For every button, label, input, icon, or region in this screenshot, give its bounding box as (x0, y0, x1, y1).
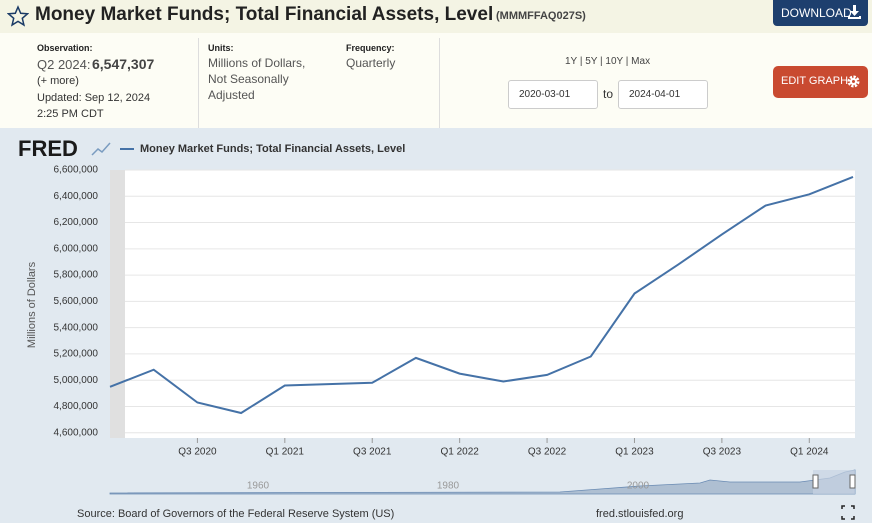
star-icon[interactable] (7, 5, 29, 27)
header-bar: Money Market Funds; Total Financial Asse… (0, 0, 872, 33)
navigator-handle[interactable] (812, 474, 819, 489)
observation-value: 6,547,307 (92, 56, 155, 72)
y-tick-label: 5,000,000 (54, 375, 99, 386)
start-date[interactable]: 2020-03-01 (508, 80, 598, 109)
y-axis-label: Millions of Dollars (26, 261, 38, 348)
chart: FRED Money Market Funds; Total Financial… (0, 128, 872, 523)
updated: Updated: Sep 12, 2024 (37, 92, 151, 104)
y-tick-label: 6,400,000 (54, 191, 99, 202)
navigator-handle[interactable] (849, 474, 856, 489)
x-tick-label: Q1 2021 (266, 447, 305, 458)
units-line: Adjusted (208, 88, 255, 102)
y-tick-label: 6,200,000 (54, 217, 99, 228)
navigator-label: 1960 (247, 481, 270, 492)
y-tick-label: 5,200,000 (54, 349, 99, 360)
observation-period: Q2 2024: (37, 57, 91, 72)
range-links[interactable]: 1Y | 5Y | 10Y | Max (565, 56, 651, 67)
y-tick-label: 5,400,000 (54, 322, 99, 333)
legend-label: Money Market Funds; Total Financial Asse… (140, 143, 405, 155)
updated-time: 2:25 PM CDT (37, 108, 104, 120)
x-tick-label: Q3 2022 (528, 447, 567, 458)
more-link[interactable]: (+ more) (37, 75, 79, 87)
units-label: Units: (208, 43, 234, 53)
y-tick-label: 6,000,000 (54, 243, 99, 254)
y-tick-label: 4,800,000 (54, 401, 99, 412)
edit-graph-text: EDIT GRAPH (781, 75, 849, 87)
navigator-label: 1980 (437, 481, 460, 492)
edit-graph-button[interactable]: EDIT GRAPH (773, 66, 868, 98)
download-button[interactable]: DOWNLOAD (773, 0, 868, 26)
site[interactable]: fred.stlouisfed.org (596, 508, 683, 520)
x-tick-label: Q3 2023 (703, 447, 742, 458)
logo-icon (91, 142, 111, 156)
divider (439, 38, 440, 128)
recession-shade (110, 170, 125, 438)
x-tick-label: Q3 2021 (353, 447, 392, 458)
y-tick-label: 6,600,000 (54, 165, 99, 176)
fullscreen-icon[interactable] (841, 505, 855, 520)
download-text: DOWNLOAD (781, 6, 852, 20)
navigator-label: 2000 (627, 481, 650, 492)
x-tick-label: Q1 2022 (440, 447, 479, 458)
navigator-window[interactable] (813, 470, 855, 494)
frequency: Quarterly (346, 56, 396, 70)
gear-icon (847, 75, 860, 88)
units-line: Millions of Dollars, (208, 56, 306, 70)
end-date[interactable]: 2024-04-01 (618, 80, 708, 109)
source: Source: Board of Governors of the Federa… (77, 508, 394, 520)
x-tick-label: Q1 2023 (615, 447, 654, 458)
y-tick-label: 5,800,000 (54, 270, 99, 281)
download-icon (848, 5, 861, 19)
units-line: Not Seasonally (208, 72, 289, 86)
fred-logo: FRED (18, 136, 78, 161)
series-id: (MMMFFAQ027S) (496, 10, 586, 22)
divider (198, 38, 199, 128)
plot-area (110, 170, 855, 438)
series-line (109, 175, 854, 415)
observation-label: Observation: (37, 43, 93, 53)
x-tick-label: Q1 2024 (790, 447, 829, 458)
y-tick-label: 5,600,000 (54, 296, 99, 307)
y-tick-label: 4,600,000 (54, 427, 99, 438)
x-tick-label: Q3 2020 (178, 447, 217, 458)
frequency-label: Frequency: (346, 43, 395, 53)
series-title: Money Market Funds; Total Financial Asse… (35, 4, 494, 25)
to-text: to (603, 87, 614, 101)
